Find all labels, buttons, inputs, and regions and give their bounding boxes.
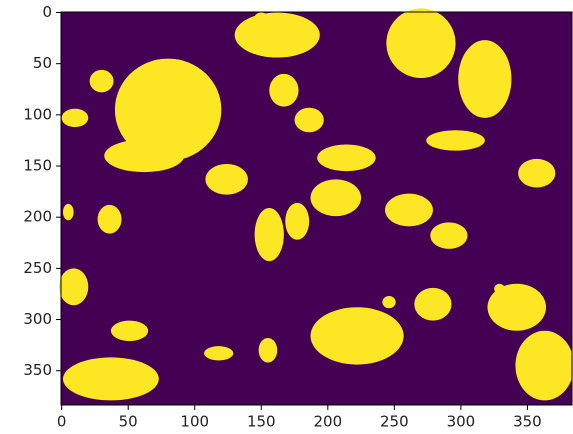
mask-region bbox=[205, 164, 248, 195]
mask-region bbox=[59, 268, 88, 305]
chart: 0 50 100 150 200 250 300 350 0 50 100 150 200 250 300 3… bbox=[0, 0, 573, 434]
mask-region bbox=[204, 346, 233, 360]
x-tick-label: 0 bbox=[57, 413, 67, 431]
mask-region bbox=[317, 145, 376, 172]
mask-region bbox=[90, 70, 114, 93]
y-tick-label: 200 bbox=[23, 208, 52, 226]
y-tick-label: 300 bbox=[23, 310, 52, 328]
mask-region bbox=[62, 109, 89, 127]
x-tick-label: 300 bbox=[447, 413, 476, 431]
mask-region bbox=[255, 208, 284, 261]
mask-region bbox=[311, 179, 362, 216]
x-tick-label: 50 bbox=[119, 413, 138, 431]
mask-region bbox=[386, 8, 455, 78]
y-tick-label: 50 bbox=[33, 54, 52, 72]
mask-region bbox=[385, 194, 433, 227]
mask-region bbox=[414, 288, 451, 321]
mask-region bbox=[63, 357, 159, 400]
mask-region bbox=[295, 108, 324, 133]
mask-region bbox=[235, 13, 320, 58]
mask-region bbox=[111, 321, 148, 341]
mask-region bbox=[494, 284, 505, 294]
mask-region bbox=[430, 222, 467, 249]
y-tick-label: 0 bbox=[42, 3, 52, 21]
image-area bbox=[59, 8, 573, 405]
mask-region bbox=[285, 203, 309, 240]
mask-region bbox=[255, 13, 268, 23]
mask-region bbox=[426, 130, 485, 150]
x-tick-label: 150 bbox=[247, 413, 276, 431]
mask-region bbox=[515, 331, 573, 401]
y-tick-label: 250 bbox=[23, 259, 52, 277]
mask-region bbox=[63, 204, 74, 220]
x-tick-label: 250 bbox=[380, 413, 409, 431]
mask-region bbox=[311, 307, 404, 364]
y-tick-label: 350 bbox=[23, 361, 52, 379]
x-tick-label: 350 bbox=[513, 413, 542, 431]
mask-region bbox=[98, 205, 122, 234]
mask-region bbox=[259, 338, 278, 363]
mask-region bbox=[104, 139, 184, 172]
mask-region bbox=[518, 159, 555, 188]
x-tick-label: 100 bbox=[180, 413, 209, 431]
mask-region bbox=[269, 74, 298, 107]
mask-region bbox=[382, 296, 395, 308]
y-tick-label: 150 bbox=[23, 157, 52, 175]
x-tick-label: 200 bbox=[313, 413, 342, 431]
mask-region bbox=[458, 40, 511, 118]
y-tick-label: 100 bbox=[23, 105, 52, 123]
